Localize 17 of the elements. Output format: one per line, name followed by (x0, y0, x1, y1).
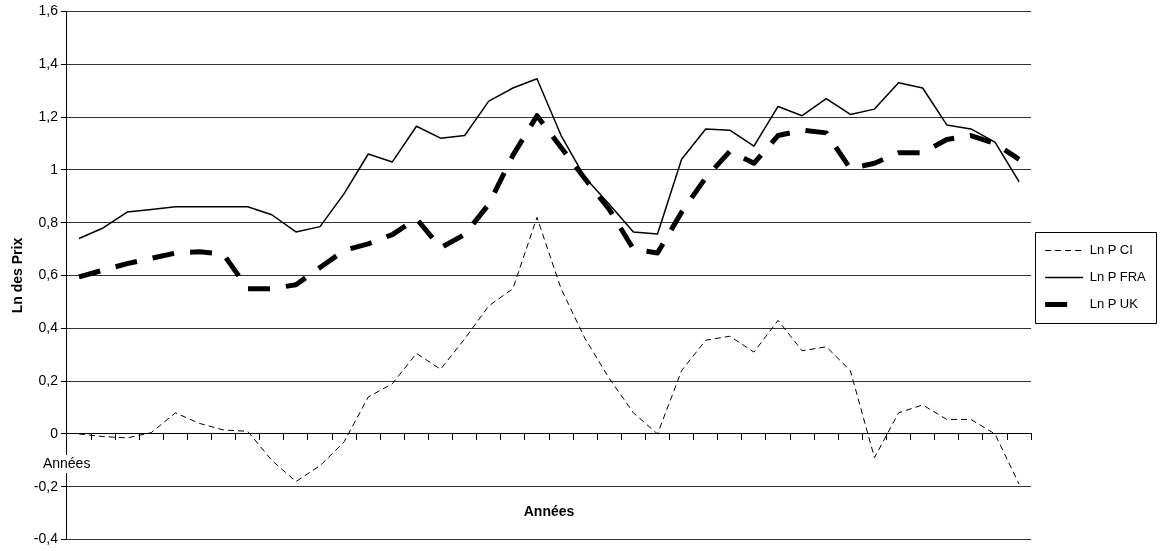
legend-label: Ln P FRA (1089, 269, 1147, 285)
annotation: Années (42, 454, 91, 471)
legend-label: Ln P CI (1089, 242, 1133, 258)
y-tick-label: 0,4 (38, 319, 59, 336)
y-tick-label: 0,8 (38, 213, 59, 230)
x-axis-title: Années (523, 502, 575, 519)
y-tick-label: 1,6 (38, 2, 59, 19)
y-tick-label: -0,4 (33, 530, 59, 547)
y-tick-label: 1,4 (38, 55, 59, 72)
y-tick-label: 1,2 (38, 107, 59, 124)
y-axis-title: Ln des Prix (9, 237, 26, 314)
y-tick-label: -0,2 (33, 477, 59, 494)
y-tick-label: 0,2 (38, 372, 59, 388)
y-tick-label: 1 (50, 160, 59, 177)
legend-label: Ln P UK (1089, 296, 1139, 312)
y-tick-label: 0 (50, 424, 59, 441)
y-tick-label: 0,6 (38, 266, 59, 283)
